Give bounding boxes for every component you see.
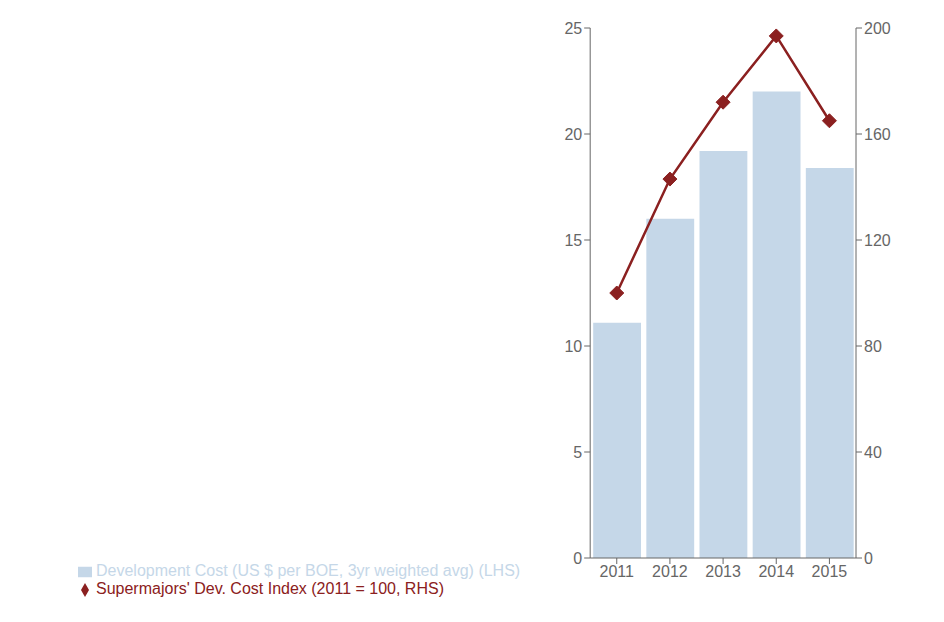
svg-text:200: 200: [864, 20, 891, 37]
svg-text:80: 80: [864, 338, 882, 355]
svg-text:160: 160: [864, 126, 891, 143]
html-text:Supermajors' Dev. Cost Index (: Supermajors' Dev. Cost Index (2011 = 100…: [96, 580, 444, 597]
html-text:Development Cost (US $ per BOE: Development Cost (US $ per BOE, 3yr weig…: [96, 562, 521, 579]
svg-text:5: 5: [573, 444, 582, 461]
svg-text:20: 20: [564, 126, 582, 143]
svg-text:0: 0: [864, 550, 873, 567]
svg-text:0: 0: [573, 550, 582, 567]
svg-text:2012: 2012: [652, 563, 688, 580]
svg-text:2015: 2015: [812, 563, 848, 580]
svg-text:10: 10: [564, 338, 582, 355]
svg-text:25: 25: [564, 20, 582, 37]
svg-text:2011: 2011: [600, 563, 635, 580]
svg-text:40: 40: [864, 444, 882, 461]
svg-text:2013: 2013: [705, 563, 741, 580]
svg-text:15: 15: [564, 232, 582, 249]
svg-text:120: 120: [864, 232, 891, 249]
svg-text:2014: 2014: [758, 563, 794, 580]
